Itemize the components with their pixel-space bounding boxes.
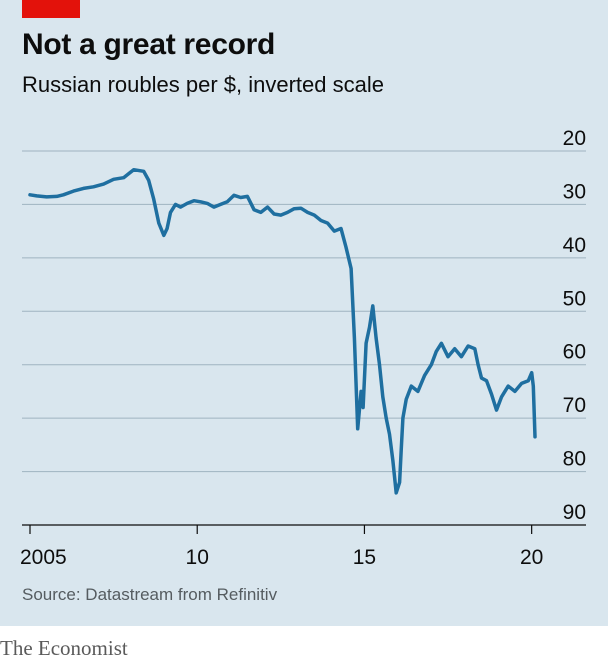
y-tick-label: 60 (563, 341, 586, 364)
x-tick-label: 10 (186, 546, 209, 569)
x-tick-label: 15 (353, 546, 376, 569)
y-tick-label: 90 (563, 501, 586, 524)
x-tick-label: 2005 (20, 546, 67, 569)
y-tick-label: 20 (563, 127, 586, 150)
rouble-series-line (28, 167, 537, 495)
chart-title: Not a great record (22, 28, 275, 61)
line-chart: 20 30 40 50 60 70 80 90 2005 10 15 20 (20, 127, 586, 569)
source-note: Source: Datastream from Refinitiv (22, 585, 278, 604)
y-tick-label: 80 (563, 448, 586, 471)
y-tick-label: 30 (563, 180, 586, 203)
chart-panel (0, 0, 608, 626)
chart-subtitle: Russian roubles per $, inverted scale (22, 72, 384, 97)
y-tick-label: 40 (563, 234, 586, 257)
publisher-logo: The Economist (0, 636, 128, 660)
y-tick-label: 50 (563, 287, 586, 310)
y-tick-label: 70 (563, 394, 586, 417)
brand-tag (22, 0, 80, 18)
x-tick-label: 20 (520, 546, 543, 569)
